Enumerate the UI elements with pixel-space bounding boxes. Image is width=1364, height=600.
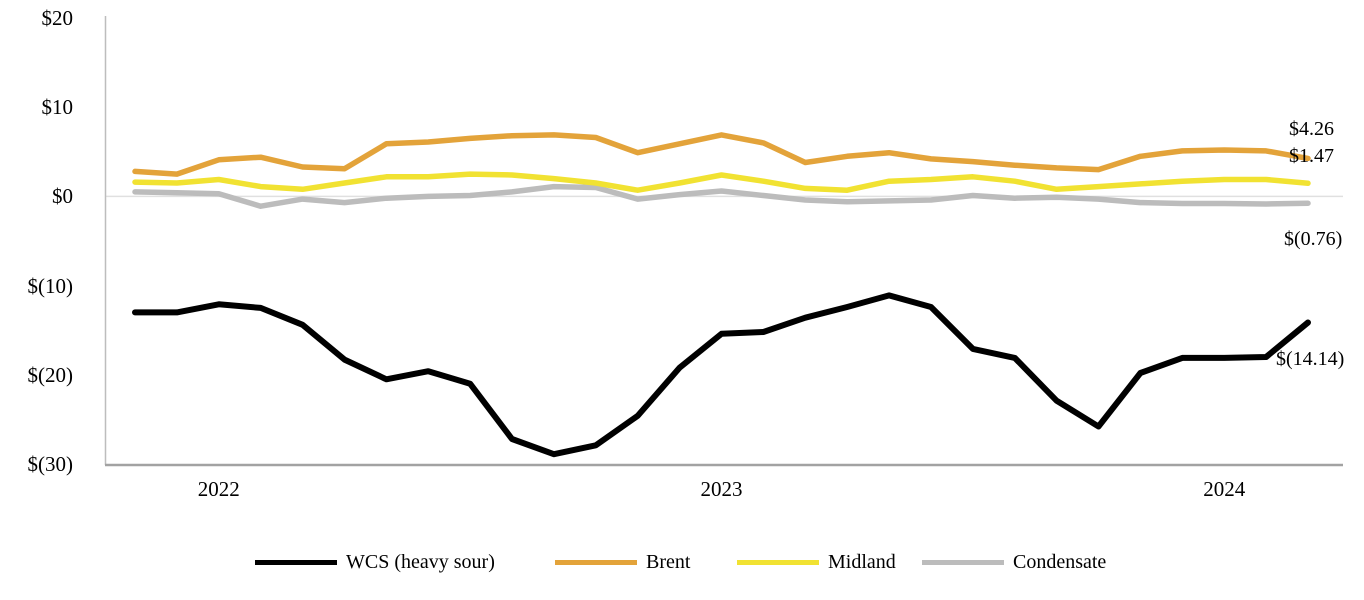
legend-item-midland: Midland [737, 550, 896, 574]
midland-line [132, 171, 1311, 193]
y-axis-tick-label: $20 [41, 6, 74, 30]
midland-line-swatch-icon [737, 559, 819, 565]
y-axis-tick-label: $(10) [27, 273, 74, 298]
condensate-line [132, 183, 1311, 209]
y-axis-tick-label: $(20) [27, 362, 74, 387]
series-end-label-midland: $1.47 [1289, 145, 1334, 167]
x-axis-year-label-2024: 2024 [1203, 477, 1246, 501]
series-end-label-condensate: $(0.76) [1284, 228, 1343, 250]
legend-label-wcs: WCS (heavy sour) [346, 551, 495, 573]
y-axis-tick-label: $10 [41, 95, 74, 120]
legend-label-condensate: Condensate [1013, 551, 1107, 573]
wcs-heavy-sour-line [132, 292, 1311, 458]
y-axis-tick-label: $(30) [27, 452, 74, 476]
x-axis-year-label-2023: 2023 [700, 477, 743, 501]
y-axis-tick-label: $0 [52, 184, 73, 209]
brent-line [132, 132, 1311, 177]
legend-item-condensate: Condensate [922, 550, 1106, 574]
wcs-line-swatch-icon [255, 559, 337, 565]
series-end-label-brent: $4.26 [1289, 118, 1334, 140]
brent-line-swatch-icon [555, 559, 637, 565]
legend-label-brent: Brent [646, 551, 691, 573]
legend-item-brent: Brent [555, 550, 690, 574]
condensate-line-swatch-icon [922, 559, 1004, 565]
legend-item-wcs: WCS (heavy sour) [255, 550, 495, 574]
x-axis-year-label-2022: 2022 [197, 477, 240, 501]
series-end-label-wcs: $(14.14) [1276, 348, 1345, 370]
legend-label-midland: Midland [828, 551, 896, 573]
